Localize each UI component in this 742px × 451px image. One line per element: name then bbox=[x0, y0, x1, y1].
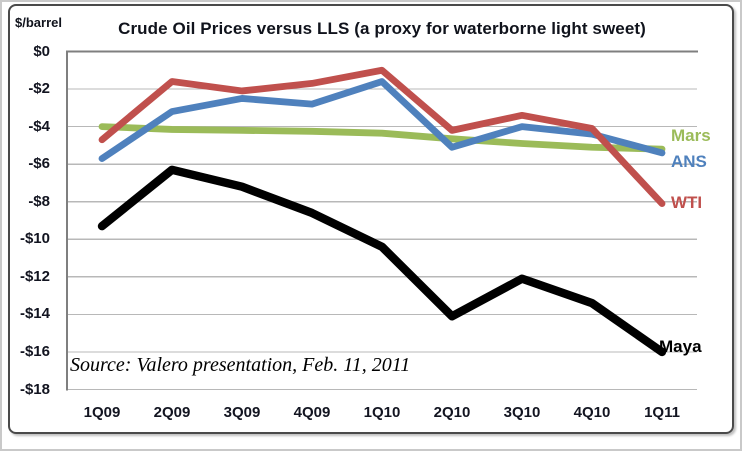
x-tick-label: 4Q09 bbox=[293, 404, 331, 421]
y-axis-unit-label: $/barrel bbox=[15, 15, 62, 30]
x-tick-label: 1Q09 bbox=[83, 404, 121, 421]
y-tick-label: -$12 bbox=[19, 267, 50, 285]
x-tick-label: 3Q10 bbox=[503, 404, 541, 421]
y-tick-label: -$2 bbox=[28, 80, 50, 98]
series-line-ans bbox=[98, 78, 666, 162]
legend-label-wti: WTI bbox=[671, 193, 703, 212]
legend-label-mars: Mars bbox=[671, 126, 711, 145]
series-line-maya bbox=[97, 165, 667, 357]
x-tick-label: 3Q09 bbox=[223, 404, 261, 421]
series-line-wti bbox=[98, 66, 666, 208]
y-tick-label: -$10 bbox=[19, 230, 50, 248]
y-tick-label: $0 bbox=[33, 42, 50, 60]
x-tick-label: 2Q09 bbox=[153, 404, 191, 421]
legend-label-maya: Maya bbox=[659, 337, 702, 356]
y-tick-label: -$6 bbox=[28, 155, 50, 173]
series-line-mars bbox=[98, 123, 666, 153]
y-tick-label: -$14 bbox=[19, 305, 50, 323]
source-note: Source: Valero presentation, Feb. 11, 20… bbox=[70, 354, 411, 376]
x-tick-label: 1Q11 bbox=[644, 404, 680, 421]
y-tick-label: -$8 bbox=[28, 192, 50, 210]
y-tick-label: -$16 bbox=[19, 342, 50, 360]
x-tick-label: 1Q10 bbox=[363, 404, 401, 421]
y-tick-label: -$4 bbox=[28, 117, 50, 135]
x-tick-label: 4Q10 bbox=[573, 404, 611, 421]
x-tick-label: 2Q10 bbox=[433, 404, 471, 421]
legend-label-ans: ANS bbox=[671, 152, 707, 171]
y-tick-label: -$18 bbox=[19, 380, 50, 398]
chart-title: Crude Oil Prices versus LLS (a proxy for… bbox=[118, 19, 646, 38]
